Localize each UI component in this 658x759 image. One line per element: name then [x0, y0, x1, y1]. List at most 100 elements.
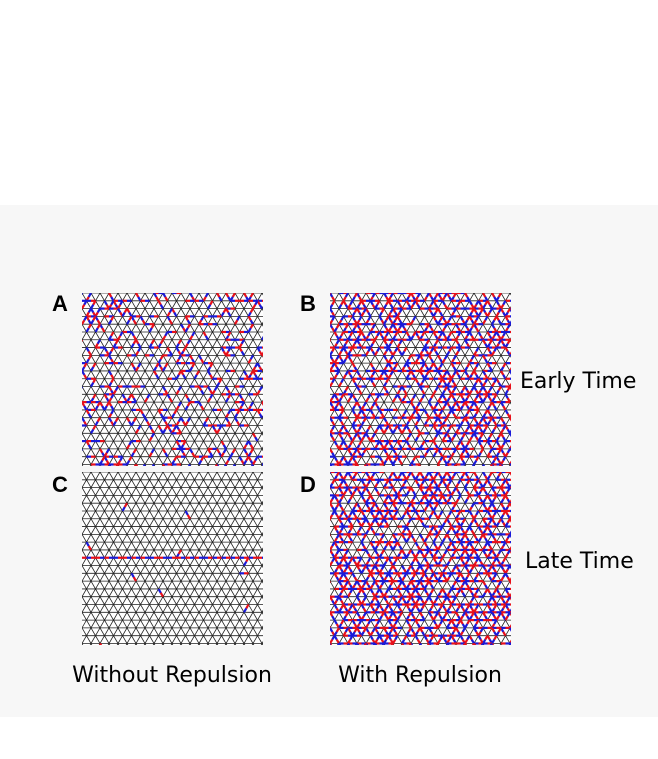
bond-half	[108, 417, 113, 423]
bond-half	[416, 627, 421, 633]
bond-half	[177, 354, 182, 360]
bond-half	[365, 350, 370, 356]
bond-half	[482, 397, 487, 403]
bond-half	[148, 436, 153, 442]
bond-half	[475, 572, 480, 578]
bond-half	[387, 374, 392, 380]
bond-half	[110, 300, 115, 306]
bond-half	[238, 347, 243, 353]
bond-half	[112, 421, 117, 427]
bond-half	[502, 572, 507, 578]
bond-half	[502, 424, 507, 430]
bond-half	[455, 339, 460, 345]
bond-half	[502, 631, 507, 637]
bond-half	[502, 362, 507, 368]
bond-half	[396, 615, 401, 621]
bond-half	[470, 432, 475, 438]
bond-half	[479, 385, 484, 391]
bond-half	[500, 596, 505, 602]
bond-half	[356, 385, 361, 391]
bond-half	[428, 514, 433, 520]
bond-half	[335, 339, 340, 345]
bond-half	[500, 564, 505, 570]
bond-half	[493, 603, 498, 609]
bond-half	[110, 378, 115, 384]
bond-half	[506, 564, 511, 570]
bond-half	[166, 311, 171, 317]
bond-half	[394, 619, 399, 625]
bond-half	[186, 319, 191, 325]
lattice-panel	[330, 472, 511, 645]
bond-half	[349, 300, 354, 306]
bond-half	[430, 393, 435, 399]
bond-half	[371, 627, 376, 633]
bond-half	[349, 331, 354, 337]
bond-half	[110, 405, 115, 411]
bond-half	[191, 452, 196, 458]
bond-half	[405, 553, 410, 559]
bond-half	[482, 428, 487, 434]
bond-half	[363, 463, 367, 466]
bond-half	[101, 327, 106, 333]
bond-half	[392, 350, 397, 356]
bond-half	[443, 533, 448, 539]
bond-half	[137, 296, 142, 302]
bond-half	[195, 370, 200, 376]
bond-half	[243, 561, 248, 567]
bond-half	[108, 463, 112, 466]
bond-half	[477, 311, 482, 317]
bond-half	[416, 293, 421, 298]
bond-half	[500, 444, 505, 450]
bond-half	[407, 549, 412, 555]
bond-half	[484, 300, 489, 306]
bond-half	[392, 428, 397, 434]
bond-half	[425, 487, 430, 493]
bond-half	[497, 432, 502, 438]
bond-half	[358, 296, 363, 302]
bond-half	[371, 564, 376, 570]
bond-half	[261, 335, 263, 341]
bond-half	[407, 472, 412, 477]
bond-half	[434, 487, 439, 493]
bond-half	[342, 358, 347, 364]
bond-half	[479, 533, 484, 539]
bond-half	[482, 370, 487, 376]
bond-half	[358, 409, 363, 415]
bond-half	[495, 553, 500, 559]
bond-half	[493, 619, 498, 625]
bond-half	[408, 463, 412, 466]
bond-half	[407, 596, 412, 602]
bond-half	[108, 413, 113, 419]
bond-half	[175, 389, 180, 395]
bond-half	[486, 347, 491, 353]
bond-half	[394, 315, 399, 321]
bond-half	[466, 526, 471, 532]
bond-half	[414, 436, 419, 442]
bond-half	[330, 561, 334, 567]
bond-half	[439, 393, 444, 399]
bond-half	[365, 549, 370, 555]
bond-half	[191, 331, 196, 337]
bond-half	[330, 639, 334, 645]
bond-half	[330, 514, 334, 520]
bond-half	[448, 315, 453, 321]
bond-half	[351, 405, 356, 411]
bond-half	[351, 409, 356, 415]
bond-half	[398, 472, 403, 477]
bond-half	[351, 311, 356, 317]
bond-half	[448, 378, 453, 384]
bond-half	[407, 533, 412, 539]
bond-half	[376, 619, 381, 625]
bond-half	[423, 409, 428, 415]
bond-half	[401, 564, 406, 570]
bond-half	[443, 370, 448, 376]
bond-half	[349, 526, 354, 532]
bond-half	[211, 389, 216, 395]
bond-half	[428, 397, 433, 403]
bond-half	[416, 596, 421, 602]
bond-half	[475, 362, 480, 368]
bond-half	[168, 308, 173, 314]
bond-half	[130, 343, 135, 349]
bond-half	[502, 603, 507, 609]
